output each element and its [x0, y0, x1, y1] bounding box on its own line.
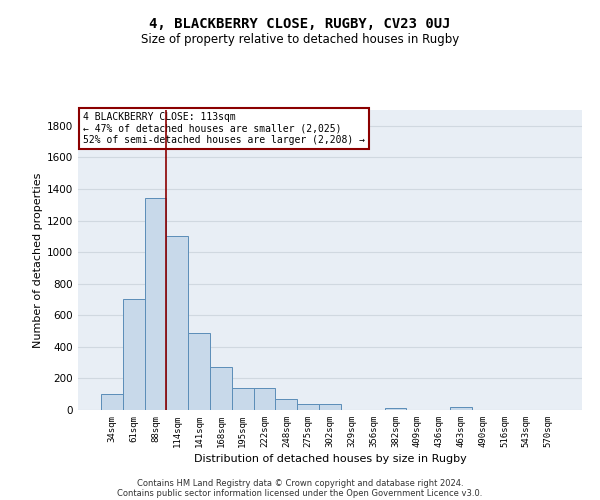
Bar — [297, 404, 319, 410]
Bar — [101, 394, 123, 410]
Bar — [275, 399, 297, 410]
Bar — [210, 368, 232, 410]
Bar — [188, 332, 210, 410]
Text: 4, BLACKBERRY CLOSE, RUGBY, CV23 0UJ: 4, BLACKBERRY CLOSE, RUGBY, CV23 0UJ — [149, 18, 451, 32]
Text: 4 BLACKBERRY CLOSE: 113sqm
← 47% of detached houses are smaller (2,025)
52% of s: 4 BLACKBERRY CLOSE: 113sqm ← 47% of deta… — [83, 112, 365, 144]
Bar — [385, 408, 406, 410]
X-axis label: Distribution of detached houses by size in Rugby: Distribution of detached houses by size … — [194, 454, 466, 464]
Text: Contains public sector information licensed under the Open Government Licence v3: Contains public sector information licen… — [118, 488, 482, 498]
Bar — [145, 198, 166, 410]
Bar — [254, 388, 275, 410]
Bar — [450, 407, 472, 410]
Y-axis label: Number of detached properties: Number of detached properties — [33, 172, 43, 348]
Bar — [319, 404, 341, 410]
Bar — [123, 300, 145, 410]
Bar — [232, 388, 254, 410]
Bar — [166, 236, 188, 410]
Text: Size of property relative to detached houses in Rugby: Size of property relative to detached ho… — [141, 32, 459, 46]
Text: Contains HM Land Registry data © Crown copyright and database right 2024.: Contains HM Land Registry data © Crown c… — [137, 478, 463, 488]
